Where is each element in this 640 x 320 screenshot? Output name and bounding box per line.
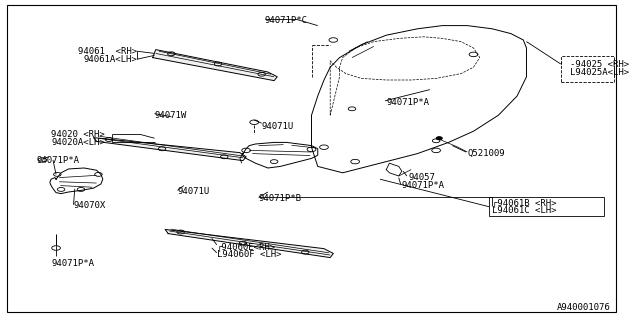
Text: 94071P*A: 94071P*A: [387, 98, 429, 107]
Text: 94071W: 94071W: [154, 111, 187, 120]
Circle shape: [436, 137, 442, 140]
Polygon shape: [93, 138, 246, 161]
Polygon shape: [165, 229, 333, 258]
Text: L94025A<LH>: L94025A<LH>: [570, 68, 629, 76]
Polygon shape: [153, 50, 277, 81]
Text: L94060F <LH>: L94060F <LH>: [217, 250, 282, 259]
Text: Q521009: Q521009: [467, 149, 505, 158]
Text: 94071P*C: 94071P*C: [265, 16, 308, 25]
Text: 94071U: 94071U: [262, 122, 294, 131]
Text: 94020A<LH>: 94020A<LH>: [51, 138, 105, 147]
Text: 94020 <RH>: 94020 <RH>: [51, 130, 105, 139]
Text: 94071P*B: 94071P*B: [259, 194, 301, 203]
Text: 94057: 94057: [408, 173, 435, 182]
Text: 94070X: 94070X: [74, 201, 106, 210]
Bar: [561, 56, 614, 82]
Text: ┌94060E<RH>: ┌94060E<RH>: [217, 242, 276, 251]
Text: 94071P*A: 94071P*A: [402, 181, 445, 190]
Text: A940001076: A940001076: [557, 303, 611, 312]
Text: -94025 <RH>: -94025 <RH>: [570, 60, 629, 68]
Text: 94071U: 94071U: [177, 188, 210, 196]
Text: 94071P*A: 94071P*A: [36, 156, 79, 165]
Text: 94071P*A: 94071P*A: [51, 260, 94, 268]
Bar: [489, 197, 604, 216]
Text: L94061C <LH>: L94061C <LH>: [492, 206, 557, 215]
Text: 94061  <RH>: 94061 <RH>: [78, 47, 137, 56]
Text: 94061A<LH>: 94061A<LH>: [83, 55, 137, 64]
Text: ┌94061B <RH>: ┌94061B <RH>: [492, 198, 557, 207]
